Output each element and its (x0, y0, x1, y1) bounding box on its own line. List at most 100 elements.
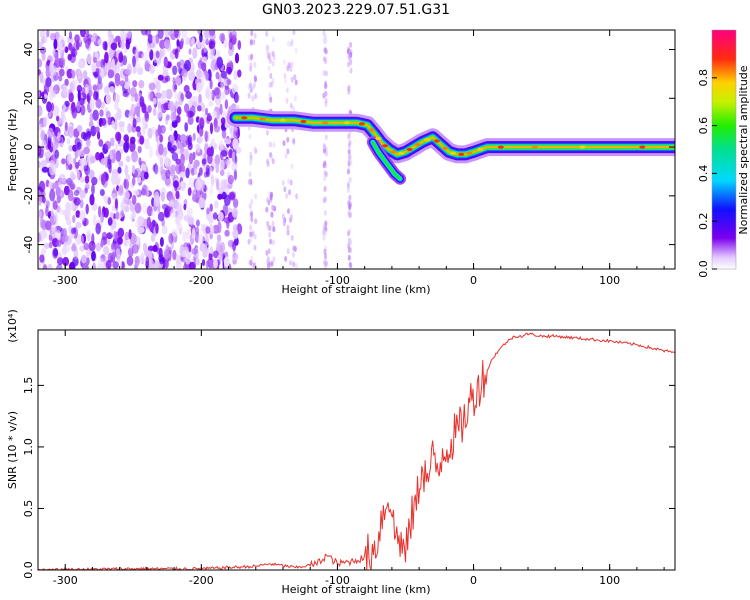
noise-speckle (165, 169, 171, 179)
noise-speckle (144, 249, 150, 257)
noise-speckle (58, 173, 66, 183)
noise-speckle (76, 141, 82, 150)
noise-speckle (71, 79, 77, 86)
noise-speckle (110, 137, 115, 147)
noise-speckle (184, 122, 189, 132)
band-speckle (347, 254, 351, 261)
noise-speckle (221, 129, 227, 139)
noise-speckle (60, 110, 65, 119)
noise-speckle (138, 157, 142, 166)
noise-speckle (111, 242, 117, 250)
noise-speckle (114, 72, 121, 83)
noise-speckle (172, 180, 180, 188)
noise-speckle (219, 150, 224, 161)
noise-speckle (85, 38, 90, 49)
noise-speckle (65, 208, 71, 218)
noise-speckle (140, 163, 147, 173)
noise-speckle (116, 253, 121, 263)
noise-speckle (43, 263, 48, 269)
noise-speckle (49, 163, 54, 176)
band-speckle (347, 168, 350, 175)
noise-speckle (151, 126, 156, 135)
noise-speckle (71, 242, 77, 252)
band-speckle (253, 74, 257, 81)
noise-speckle (49, 189, 56, 202)
band-speckle (289, 102, 293, 109)
noise-speckle (87, 169, 95, 179)
noise-speckle (228, 47, 234, 57)
signal-core (450, 151, 457, 155)
noise-speckle (155, 50, 160, 59)
band-speckle (324, 162, 328, 169)
noise-speckle (170, 111, 177, 122)
noise-speckle (138, 80, 145, 89)
noise-speckle (119, 261, 123, 268)
band-speckle (323, 83, 327, 90)
noise-speckle (105, 93, 112, 105)
noise-speckle (173, 30, 179, 39)
noise-speckle (38, 232, 42, 243)
band-speckle (347, 148, 351, 155)
noise-speckle (48, 241, 53, 249)
band-speckle (248, 133, 252, 140)
colorbar-gradient (712, 30, 736, 269)
x-tick-label: 100 (599, 274, 620, 287)
figure-title: GN03.2023.229.07.51.G31 (262, 2, 450, 18)
band-speckle (347, 242, 351, 249)
signal-core (280, 118, 286, 122)
noise-speckle (68, 42, 73, 51)
noise-speckle (67, 72, 73, 79)
noise-speckle (129, 140, 136, 153)
signal-core (442, 146, 448, 150)
band-speckle (281, 213, 285, 220)
noise-speckle (69, 261, 76, 269)
band-speckle (323, 160, 327, 167)
noise-speckle (218, 250, 224, 261)
noise-speckle (111, 58, 115, 70)
noise-speckle (132, 118, 137, 128)
noise-speckle (79, 199, 84, 209)
noise-speckle (212, 110, 217, 118)
noise-speckle (233, 168, 237, 181)
band-speckle (323, 260, 327, 266)
noise-speckle (209, 30, 216, 36)
noise-speckle (185, 229, 190, 240)
noise-speckle (208, 100, 214, 107)
noise-speckle (214, 200, 219, 209)
noise-speckle (161, 90, 167, 99)
noise-speckle (83, 165, 89, 172)
noise-speckle (195, 258, 200, 266)
noise-speckle (149, 49, 154, 61)
band-speckle (266, 45, 270, 51)
noise-speckle (175, 214, 180, 225)
band-speckle (323, 186, 327, 193)
noise-speckle (140, 170, 146, 182)
band-speckle (268, 82, 272, 88)
band-speckle (324, 38, 328, 45)
noise-speckle (88, 83, 92, 93)
signal-core (344, 121, 350, 125)
band-speckle (289, 213, 293, 220)
noise-speckle (169, 199, 174, 207)
noise-speckle (43, 83, 50, 95)
noise-speckle (175, 190, 180, 200)
noise-speckle (212, 212, 218, 220)
band-speckle (288, 62, 291, 69)
noise-speckle (192, 132, 196, 141)
noise-speckle (219, 103, 223, 116)
noise-speckle (85, 128, 91, 140)
noise-speckle (85, 30, 90, 38)
noise-speckle (61, 158, 66, 165)
noise-speckle (132, 80, 138, 88)
noise-speckle (38, 105, 43, 117)
noise-speckle (68, 145, 74, 152)
noise-speckle (73, 189, 80, 197)
band-speckle (294, 79, 298, 86)
band-speckle (322, 56, 326, 63)
signal-core (531, 145, 538, 149)
noise-speckle (164, 258, 169, 269)
noise-speckle (41, 160, 48, 167)
noise-speckle (201, 158, 207, 165)
noise-speckle (207, 112, 211, 120)
band-speckle (284, 77, 287, 84)
